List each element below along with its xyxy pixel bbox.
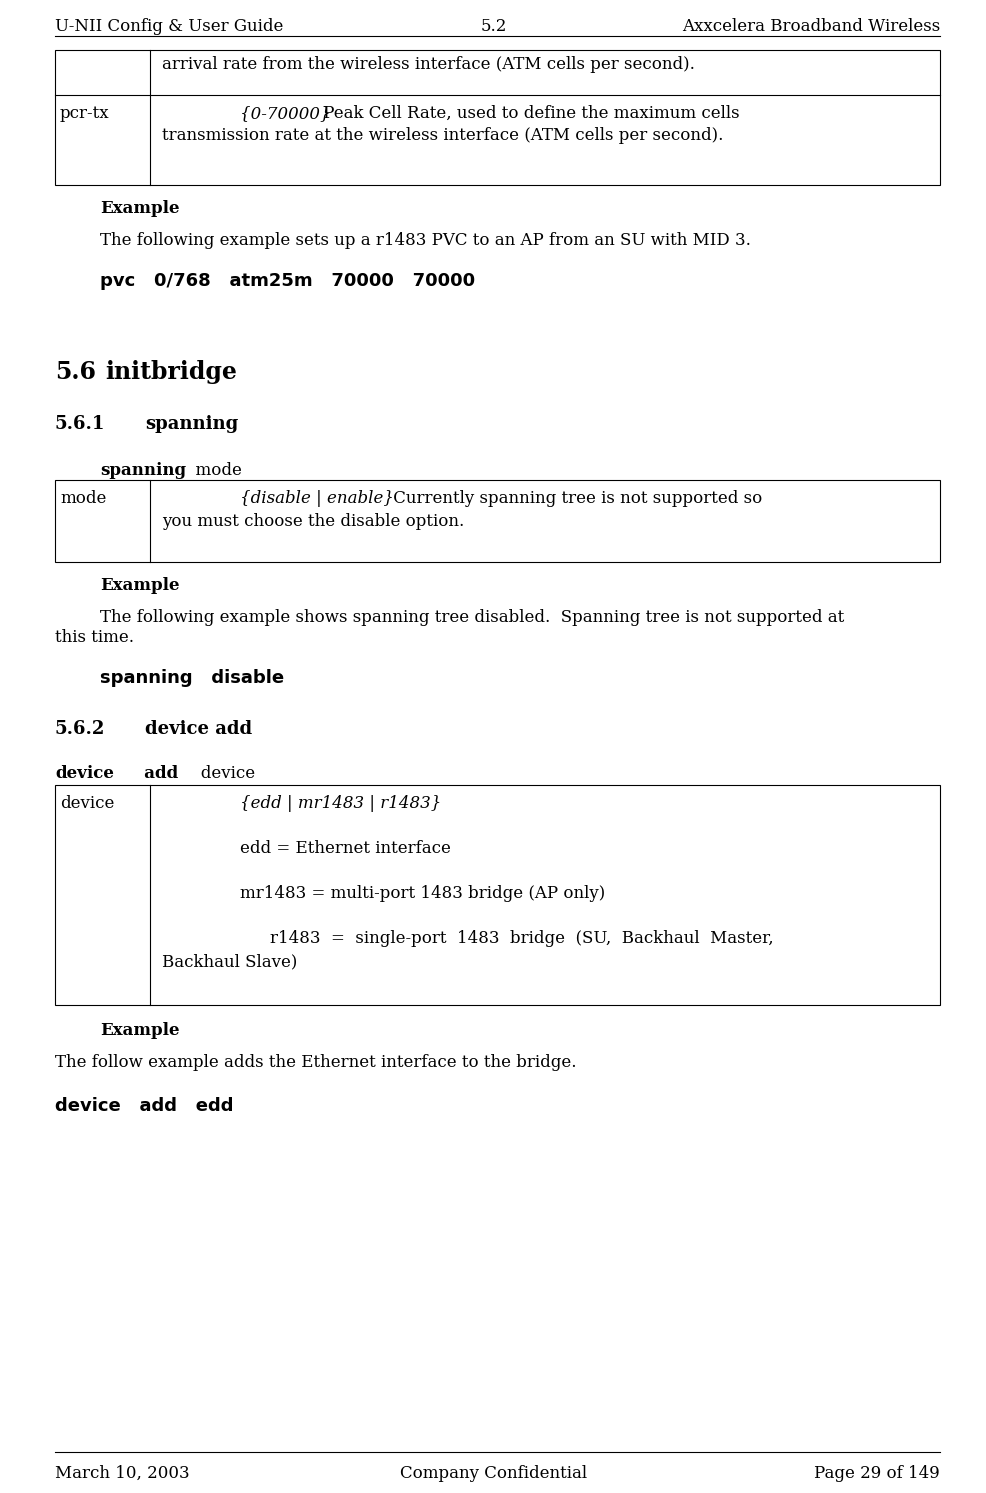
Text: device add: device add bbox=[145, 720, 251, 738]
Text: spanning: spanning bbox=[100, 461, 186, 479]
Text: 5.6.1: 5.6.1 bbox=[55, 415, 106, 433]
Text: mode: mode bbox=[184, 461, 242, 479]
Text: Currently spanning tree is not supported so: Currently spanning tree is not supported… bbox=[387, 490, 761, 508]
Text: The following example sets up a r1483 PVC to an AP from an SU with MID 3.: The following example sets up a r1483 PV… bbox=[100, 231, 750, 249]
Bar bbox=[55, 481, 939, 561]
Text: U-NII Config & User Guide: U-NII Config & User Guide bbox=[55, 18, 283, 34]
Text: Example: Example bbox=[100, 1023, 179, 1039]
Text: initbridge: initbridge bbox=[105, 360, 237, 384]
Text: this time.: this time. bbox=[55, 629, 134, 646]
Text: {edd | mr1483 | r1483}: {edd | mr1483 | r1483} bbox=[240, 794, 441, 812]
Text: Peak Cell Rate, used to define the maximum cells: Peak Cell Rate, used to define the maxim… bbox=[317, 105, 739, 122]
Text: mr1483 = multi-port 1483 bridge (AP only): mr1483 = multi-port 1483 bridge (AP only… bbox=[240, 885, 604, 902]
Text: device: device bbox=[55, 764, 113, 782]
Text: device: device bbox=[184, 764, 254, 782]
Text: r1483  =  single-port  1483  bridge  (SU,  Backhaul  Master,: r1483 = single-port 1483 bridge (SU, Bac… bbox=[270, 930, 773, 947]
Text: mode: mode bbox=[60, 490, 106, 508]
Text: arrival rate from the wireless interface (ATM cells per second).: arrival rate from the wireless interface… bbox=[162, 57, 694, 73]
Text: Page 29 of 149: Page 29 of 149 bbox=[813, 1465, 939, 1483]
Text: 5.6.2: 5.6.2 bbox=[55, 720, 106, 738]
Text: device: device bbox=[60, 794, 114, 812]
Text: Backhaul Slave): Backhaul Slave) bbox=[162, 953, 297, 970]
Text: spanning: spanning bbox=[145, 415, 238, 433]
Bar bbox=[55, 49, 939, 185]
Text: Example: Example bbox=[100, 576, 179, 594]
Text: Company Confidential: Company Confidential bbox=[399, 1465, 587, 1483]
Text: you must choose the disable option.: you must choose the disable option. bbox=[162, 514, 463, 530]
Text: 5.6: 5.6 bbox=[55, 360, 96, 384]
Text: Axxcelera Broadband Wireless: Axxcelera Broadband Wireless bbox=[681, 18, 939, 34]
Text: {0-70000}: {0-70000} bbox=[240, 105, 330, 122]
Text: add: add bbox=[127, 764, 178, 782]
Text: March 10, 2003: March 10, 2003 bbox=[55, 1465, 189, 1483]
Bar bbox=[55, 785, 939, 1005]
Text: {disable | enable}: {disable | enable} bbox=[240, 490, 393, 508]
Text: The following example shows spanning tree disabled.  Spanning tree is not suppor: The following example shows spanning tre… bbox=[100, 609, 843, 626]
Text: pvc   0/768   atm25m   70000   70000: pvc 0/768 atm25m 70000 70000 bbox=[100, 272, 474, 290]
Text: pcr-tx: pcr-tx bbox=[60, 105, 109, 122]
Text: 5.2: 5.2 bbox=[480, 18, 506, 34]
Text: The follow example adds the Ethernet interface to the bridge.: The follow example adds the Ethernet int… bbox=[55, 1054, 576, 1070]
Text: spanning   disable: spanning disable bbox=[100, 669, 284, 687]
Text: transmission rate at the wireless interface (ATM cells per second).: transmission rate at the wireless interf… bbox=[162, 127, 723, 143]
Text: device   add   edd: device add edd bbox=[55, 1097, 234, 1115]
Text: edd = Ethernet interface: edd = Ethernet interface bbox=[240, 841, 451, 857]
Text: Example: Example bbox=[100, 200, 179, 216]
